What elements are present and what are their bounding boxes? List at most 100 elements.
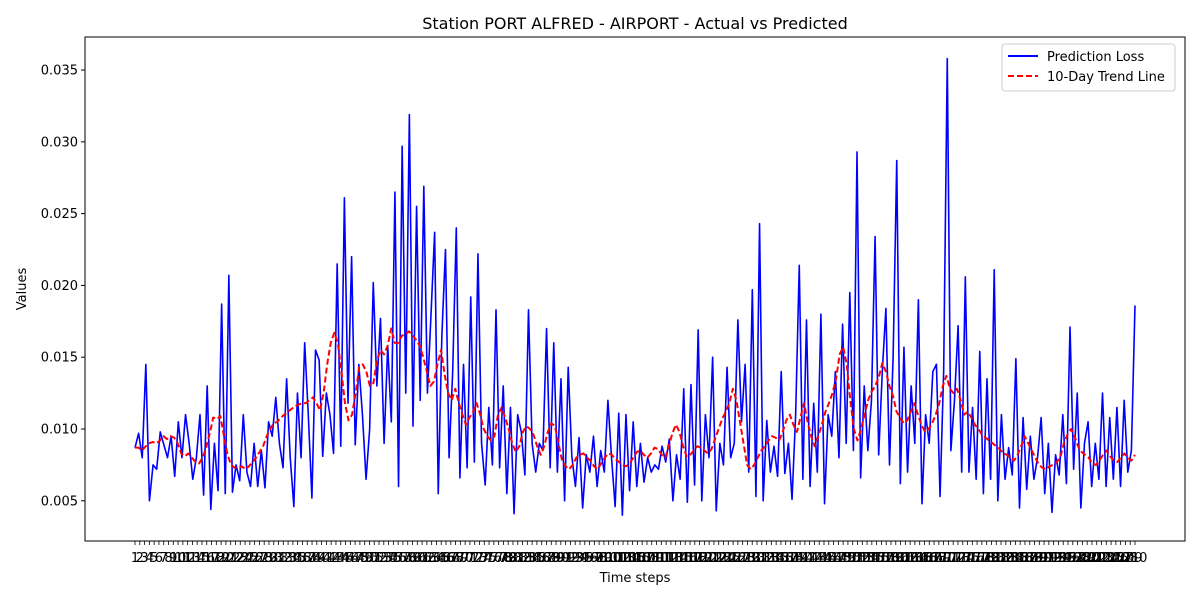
x-tick-label: 7	[160, 551, 168, 566]
x-tick-label: 73	[471, 551, 488, 566]
x-tick-label: 1	[131, 551, 139, 566]
x-tick-label: 160	[883, 551, 908, 566]
x-tick-label: 55	[385, 551, 402, 566]
x-tick-label: 4	[145, 551, 153, 566]
x-tick-label: 143	[802, 551, 827, 566]
x-tick-label: 48	[352, 551, 369, 566]
x-tick-label: 159	[879, 551, 904, 566]
x-tick-label: 200	[1075, 551, 1100, 566]
x-tick-label: 91	[557, 551, 574, 566]
x-tick-label: 63	[423, 551, 440, 566]
x-tick-label: 31	[270, 551, 287, 566]
x-tick-label: 49	[356, 551, 373, 566]
x-tick-label: 206	[1103, 551, 1128, 566]
x-tick-label: 36	[294, 551, 311, 566]
x-tick-label: 130	[740, 551, 765, 566]
x-tick-label: 47	[347, 551, 364, 566]
x-tick-label: 70	[457, 551, 474, 566]
x-tick-label: 57	[395, 551, 412, 566]
x-tick-label: 129	[735, 551, 760, 566]
x-tick-label: 58	[399, 551, 416, 566]
x-tick-label: 176	[960, 551, 985, 566]
x-tick-label: 148	[826, 551, 851, 566]
x-tick-label: 9	[169, 551, 177, 566]
x-tick-label: 45	[337, 551, 354, 566]
x-tick-label: 104	[615, 551, 640, 566]
x-tick-label: 196	[1056, 551, 1081, 566]
x-tick-label: 18	[208, 551, 225, 566]
x-tick-label: 154	[855, 551, 880, 566]
x-tick-label: 53	[376, 551, 393, 566]
x-tick-label: 46	[342, 551, 359, 566]
x-tick-label: 52	[371, 551, 388, 566]
x-tick-label: 170	[931, 551, 956, 566]
x-tick-label: 131	[745, 551, 770, 566]
x-tick-label: 115	[668, 551, 693, 566]
x-tick-label: 16	[198, 551, 215, 566]
x-tick-label: 88	[543, 551, 560, 566]
x-tick-label: 140	[788, 551, 813, 566]
x-tick-label: 11	[175, 551, 192, 566]
x-tick-label: 161	[888, 551, 913, 566]
x-tick-label: 139	[783, 551, 808, 566]
x-tick-label: 69	[452, 551, 469, 566]
x-tick-label: 195	[1051, 551, 1076, 566]
y-tick-label: 0.030	[41, 135, 78, 150]
x-tick-label: 171	[936, 551, 961, 566]
x-tick-label: 28	[256, 551, 273, 566]
x-tick-label: 100	[596, 551, 621, 566]
x-tick-label: 137	[773, 551, 798, 566]
x-tick-label: 205	[1099, 551, 1124, 566]
chart-title: Station PORT ALFRED - AIRPORT - Actual v…	[422, 14, 847, 33]
x-tick-label: 72	[466, 551, 483, 566]
x-tick-label: 80	[505, 551, 522, 566]
x-tick-label: 8	[164, 551, 172, 566]
x-tick-label: 60	[409, 551, 426, 566]
x-tick-label: 153	[850, 551, 875, 566]
y-axis-title: Values	[15, 268, 30, 311]
x-tick-label: 42	[323, 551, 340, 566]
x-tick-label: 66	[438, 551, 455, 566]
x-tick-label: 112	[654, 551, 679, 566]
x-tick-label: 39	[309, 551, 326, 566]
x-tick-label: 202	[1084, 551, 1109, 566]
x-tick-label: 71	[462, 551, 479, 566]
x-tick-label: 68	[447, 551, 464, 566]
x-tick-label: 113	[658, 551, 683, 566]
legend-label-prediction-loss: Prediction Loss	[1047, 50, 1144, 65]
x-tick-label: 29	[261, 551, 278, 566]
x-tick-label: 96	[581, 551, 598, 566]
x-tick-label: 12	[179, 551, 196, 566]
x-tick-label: 44	[332, 551, 349, 566]
x-tick-label: 134	[759, 551, 784, 566]
x-tick-label: 5	[150, 551, 158, 566]
x-tick-label: 118	[682, 551, 707, 566]
x-tick-label: 119	[687, 551, 712, 566]
x-tick-label: 23	[232, 551, 249, 566]
x-tick-label: 3	[140, 551, 148, 566]
x-tick-label: 187	[1013, 551, 1038, 566]
x-tick-label: 43	[328, 551, 345, 566]
x-tick-label: 87	[538, 551, 555, 566]
x-tick-label: 127	[725, 551, 750, 566]
y-tick-label: 0.025	[41, 207, 78, 222]
x-tick-label: 150	[836, 551, 861, 566]
x-tick-label: 41	[318, 551, 335, 566]
x-tick-label: 78	[495, 551, 512, 566]
x-tick-label: 38	[304, 551, 321, 566]
x-tick-label: 120	[692, 551, 717, 566]
x-tick-label: 179	[974, 551, 999, 566]
x-tick-label: 15	[194, 551, 211, 566]
plot-frame	[84, 36, 1186, 542]
legend: Prediction Loss 10-Day Trend Line	[1001, 43, 1176, 92]
x-axis: 1234567891011121314151617181920212223242…	[131, 541, 1147, 566]
x-tick-label: 19	[213, 551, 230, 566]
x-tick-label: 106	[625, 551, 650, 566]
x-tick-label: 152	[845, 551, 870, 566]
x-tick-label: 128	[730, 551, 755, 566]
series-line-trend	[135, 327, 1136, 471]
x-tick-label: 109	[639, 551, 664, 566]
x-tick-label: 89	[548, 551, 565, 566]
y-tick-label: 0.015	[41, 351, 78, 366]
x-tick-label: 50	[361, 551, 378, 566]
